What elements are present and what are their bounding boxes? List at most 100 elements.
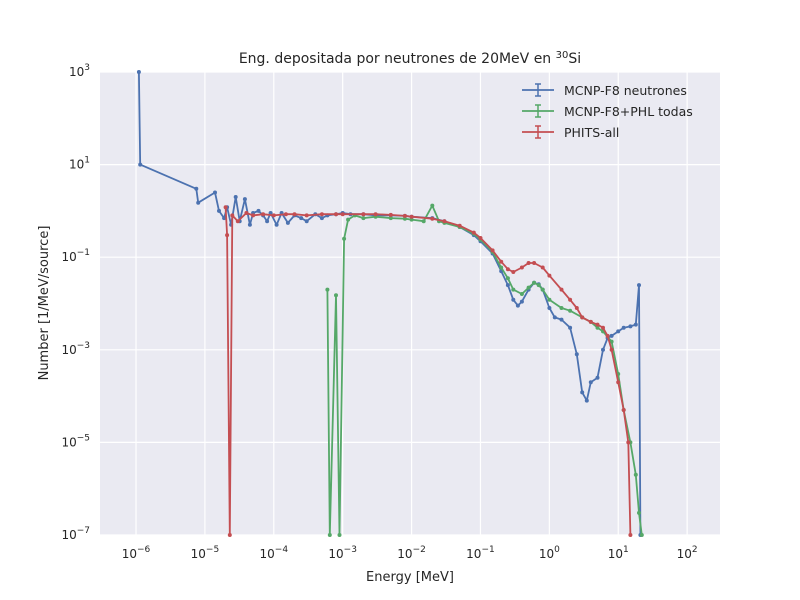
data-point — [340, 212, 345, 217]
data-point — [268, 211, 273, 215]
data-point — [138, 162, 143, 167]
data-point — [633, 322, 638, 327]
data-point — [256, 208, 261, 213]
data-point — [588, 319, 593, 324]
data-point — [499, 259, 504, 264]
legend-label: MCNP-F8+PHL todas — [564, 104, 693, 119]
data-point — [299, 216, 304, 221]
data-point — [540, 265, 545, 270]
x-tick-label: 102 — [677, 545, 698, 561]
y-tick-label: 10−7 — [61, 526, 90, 542]
data-point — [621, 408, 626, 412]
y-tick-label: 103 — [69, 63, 90, 79]
x-tick-label: 10−5 — [191, 545, 220, 561]
data-point — [601, 347, 605, 352]
data-point — [334, 212, 338, 217]
data-point — [361, 212, 366, 217]
data-point — [217, 208, 221, 213]
data-point — [609, 333, 614, 338]
data-point — [559, 287, 564, 292]
legend-label: MCNP-F8 neutrones — [564, 83, 687, 98]
data-point — [409, 217, 414, 222]
data-point — [505, 283, 510, 288]
data-point — [421, 219, 426, 224]
data-point — [265, 219, 270, 224]
data-point — [639, 533, 644, 537]
data-point — [609, 339, 614, 344]
data-point — [526, 261, 531, 265]
data-point — [478, 236, 483, 240]
data-point — [552, 315, 557, 320]
data-point — [580, 315, 585, 320]
data-point — [227, 533, 232, 537]
data-point — [388, 212, 393, 217]
data-point — [511, 297, 516, 302]
title-superscript: 30 — [556, 50, 569, 61]
data-point — [519, 299, 524, 304]
y-tick-label: 10−5 — [61, 433, 90, 449]
data-point — [595, 375, 600, 380]
legend-item: PHITS-all — [522, 125, 619, 140]
data-point — [526, 285, 531, 290]
data-point — [580, 390, 585, 395]
data-point — [574, 352, 579, 357]
data-point — [609, 347, 614, 352]
y-tick-label: 10−1 — [61, 248, 90, 264]
x-tick-label: 101 — [608, 545, 629, 561]
data-point — [519, 265, 524, 270]
x-tick-label: 10−3 — [328, 545, 357, 561]
data-point — [361, 216, 366, 221]
data-point — [628, 324, 633, 329]
data-point — [213, 190, 217, 195]
data-point — [304, 213, 309, 218]
data-point — [292, 212, 297, 217]
data-point — [225, 233, 230, 238]
plot-area — [100, 72, 720, 535]
data-point — [605, 333, 610, 338]
data-point — [319, 216, 324, 221]
data-point — [626, 440, 631, 445]
data-point — [628, 533, 633, 537]
data-point — [337, 533, 342, 537]
data-point — [559, 317, 564, 322]
data-point — [568, 308, 573, 313]
data-point — [285, 220, 290, 225]
data-point — [247, 222, 252, 227]
data-point — [633, 472, 638, 477]
title-suffix: Si — [568, 51, 581, 67]
legend-label: PHITS-all — [564, 125, 619, 140]
data-point — [244, 211, 249, 215]
data-point — [505, 276, 510, 281]
data-point — [430, 216, 435, 221]
data-point — [402, 216, 407, 221]
data-point — [388, 216, 393, 221]
data-point — [559, 306, 564, 310]
data-point — [334, 293, 338, 298]
data-point — [342, 236, 347, 241]
x-tick-label: 10−4 — [260, 545, 289, 561]
data-point — [402, 213, 407, 218]
data-point — [616, 329, 621, 334]
data-point — [532, 261, 537, 265]
data-point — [230, 213, 235, 218]
data-point — [457, 223, 462, 228]
y-tick-label: 101 — [69, 156, 90, 172]
data-point — [547, 297, 552, 302]
data-point — [261, 212, 266, 217]
data-point — [515, 303, 520, 308]
data-point — [319, 212, 324, 217]
data-point — [584, 398, 589, 403]
data-point — [519, 292, 524, 296]
data-point — [574, 306, 579, 310]
data-point — [251, 213, 256, 218]
data-point — [637, 510, 641, 515]
x-tick-label: 10−2 — [397, 545, 426, 561]
data-point — [540, 287, 545, 292]
data-point — [194, 186, 199, 191]
data-point — [505, 267, 510, 272]
chart-title: Eng. depositada por neutrones de 20MeV e… — [239, 50, 581, 67]
data-point — [601, 325, 605, 330]
data-point — [222, 216, 227, 221]
data-point — [233, 195, 238, 199]
